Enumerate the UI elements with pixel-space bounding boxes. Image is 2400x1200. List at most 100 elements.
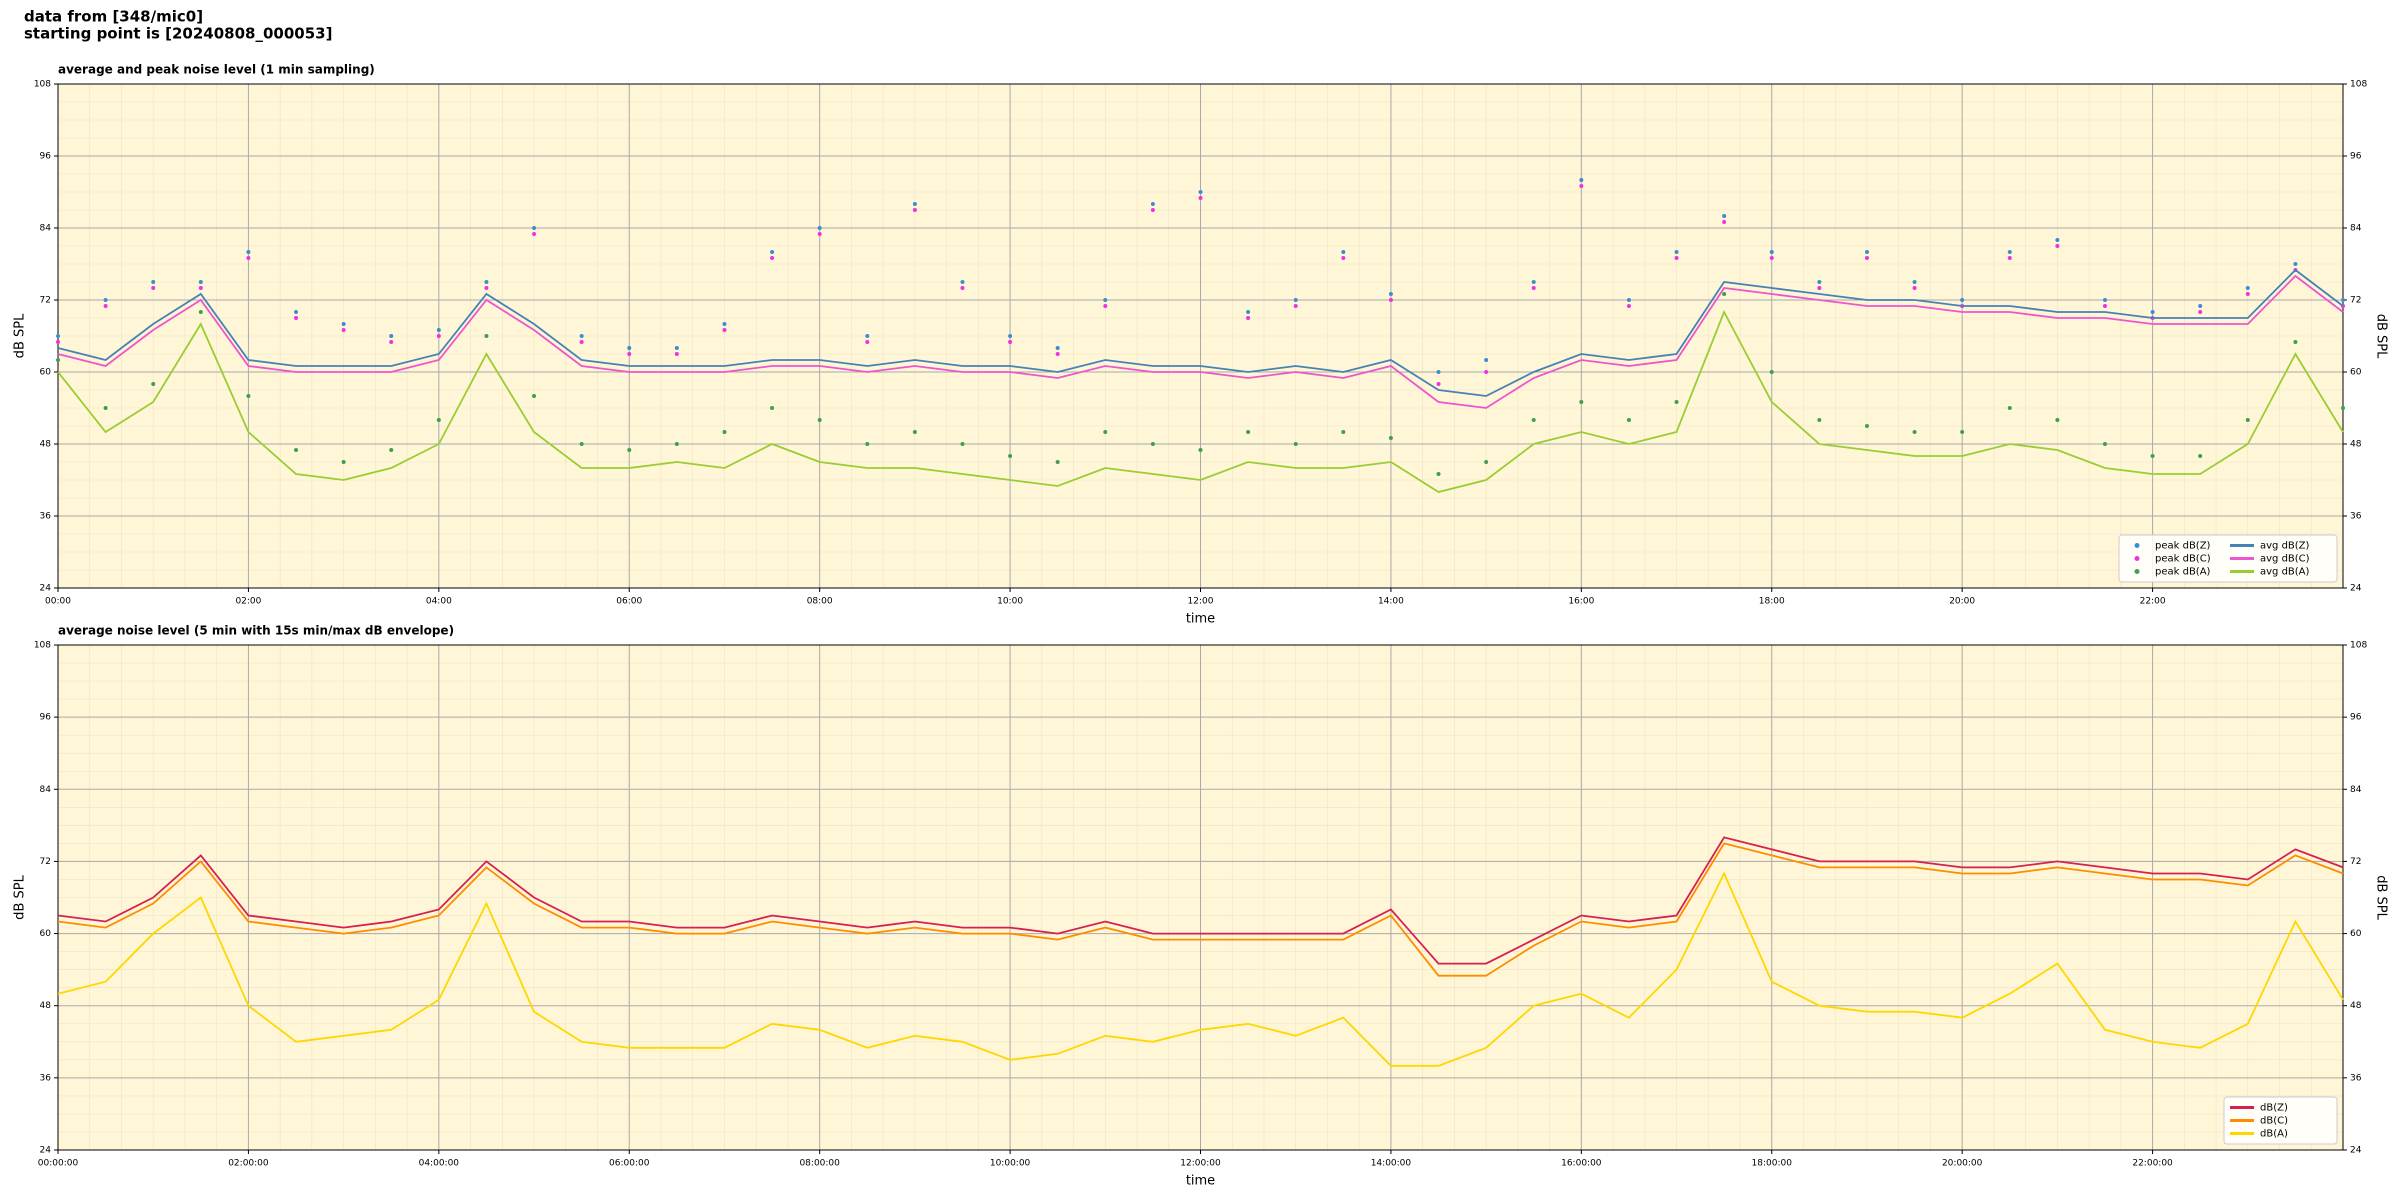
x-tick-label: 12:00:00 [1180,1159,1221,1169]
peak-dot [1055,346,1060,350]
legend-label: avg dB(Z) [2260,541,2310,552]
peak-dot [1246,430,1251,434]
y-tick-label: 96 [2350,713,2362,723]
peak-dot [770,406,775,410]
peak-dot [1722,292,1727,296]
chart-title: average and peak noise level (1 min samp… [58,63,375,77]
plot-frame [57,644,2344,1151]
peak-dot [198,310,203,314]
x-tick-label: 04:00 [426,597,452,607]
peak-dot [1531,280,1536,284]
x-tick-label: 18:00 [1759,597,1785,607]
peak-dot [1436,472,1441,476]
x-tick-label: 08:00:00 [799,1159,840,1169]
y-tick-label: 84 [40,224,52,234]
x-tick-label: 04:00:00 [419,1159,460,1169]
peak-dot [1341,430,1346,434]
peak-dot [1293,442,1298,446]
x-tick-label: 10:00:00 [990,1159,1031,1169]
y-tick-label: 36 [2350,512,2362,522]
x-tick-label: 20:00:00 [1942,1159,1983,1169]
peak-dot [151,280,156,284]
peak-dot [2007,406,2012,410]
peak-dot [1484,358,1489,362]
peak-dot [151,382,156,386]
series-line [57,842,2344,977]
x-axis-label: time [1186,612,1215,627]
peak-dot [627,352,632,356]
peak-dot [2293,340,2298,344]
peak-dot [1626,304,1631,308]
peak-dot [389,448,394,452]
peak-dot [1103,430,1108,434]
peak-dot [1341,256,1346,260]
peak-dot [770,256,775,260]
peak-dot [1960,430,1965,434]
peak-dot [389,340,394,344]
y-axis-label: dB SPL [2374,314,2389,359]
peak-dot [960,442,965,446]
peak-dot [722,430,727,434]
peak-dot [1864,424,1869,428]
x-tick-label: 06:00 [616,597,642,607]
peak-dot [246,250,251,254]
peak-dot [1246,316,1251,320]
peak-dot [532,226,537,230]
y-tick-label: 96 [2350,152,2362,162]
legend-swatch [2134,556,2140,561]
peak-dot [1817,286,1822,290]
peak-dot [103,298,108,302]
peak-dot [341,328,346,332]
peak-dot [1008,454,1013,458]
x-tick-label: 02:00 [235,597,261,607]
peak-dot [1722,214,1727,218]
peak-dot [865,442,870,446]
peak-dot [674,442,679,446]
legend-box [2118,534,2338,583]
x-tick-label: 08:00 [807,597,833,607]
y-tick-label: 48 [40,1001,52,1011]
x-tick-label: 22:00:00 [2132,1159,2173,1169]
peak-dot [912,430,917,434]
peak-dot [1579,178,1584,182]
peak-dot [1912,430,1917,434]
peak-dot [2150,454,2155,458]
y-tick-label: 72 [40,296,51,306]
legend-label: peak dB(Z) [2155,541,2211,552]
peak-dot [2293,262,2298,266]
y-tick-label: 72 [2350,296,2361,306]
peak-dot [2055,244,2060,248]
x-tick-label: 16:00:00 [1561,1159,1602,1169]
peak-dot [1674,400,1679,404]
peak-dot [484,334,489,338]
peak-dot [1579,184,1584,188]
peak-dot [1769,256,1774,260]
legend-label: peak dB(A) [2155,567,2211,578]
peak-dot [579,340,584,344]
peak-dot [1817,418,1822,422]
peak-dot [1864,250,1869,254]
x-tick-label: 20:00 [1949,597,1975,607]
peak-dot [2007,250,2012,254]
peak-dot [532,394,537,398]
peak-dot [674,352,679,356]
peak-dot [865,334,870,338]
peak-dot [1198,190,1203,194]
peak-dot [1722,220,1727,224]
x-tick-label: 12:00 [1188,597,1214,607]
peak-dot [817,232,822,236]
header-line: data from [348/mic0] [24,8,203,26]
peak-dot [532,232,537,236]
series-line [57,836,2344,965]
series-line [57,268,2344,397]
peak-dot [1436,370,1441,374]
x-tick-label: 06:00:00 [609,1159,650,1169]
peak-dot [484,286,489,290]
y-tick-label: 60 [2350,929,2362,939]
legend-label: avg dB(C) [2260,554,2310,565]
peak-dot [1388,436,1393,440]
y-axis-label: dB SPL [13,874,28,919]
peak-dot [103,304,108,308]
peak-dot [2245,292,2250,296]
peak-dot [722,322,727,326]
